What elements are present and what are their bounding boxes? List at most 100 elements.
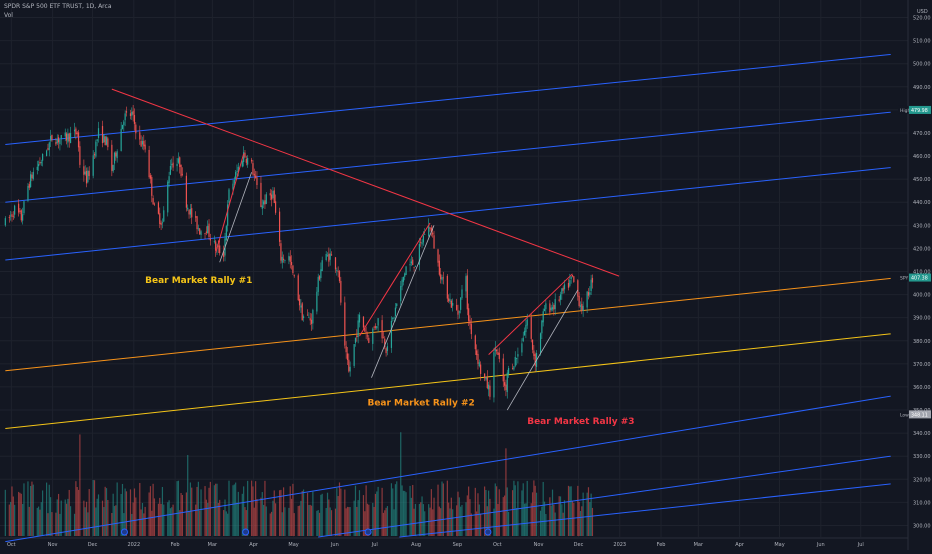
candle-body [571, 275, 574, 277]
candle-body [461, 289, 463, 299]
candle-body [579, 305, 582, 307]
candle-body [550, 307, 552, 311]
volume-bar [368, 504, 370, 536]
volume-bar [185, 492, 187, 536]
volume-bar [64, 499, 66, 536]
candle-body [394, 307, 397, 317]
candle-body [559, 294, 562, 300]
candle-body [140, 140, 142, 147]
candle-body [503, 382, 506, 386]
candle-body [269, 193, 271, 196]
candle-body [469, 319, 471, 325]
candle-body [493, 352, 495, 398]
y-tick-label: 370.00 [913, 362, 931, 368]
candle-body [153, 203, 156, 205]
volume-bar [374, 493, 377, 536]
volume-bar [67, 498, 69, 536]
candle-body [69, 133, 72, 144]
candle-body [437, 249, 439, 263]
volume-bar [233, 484, 235, 536]
volume-bar [244, 507, 246, 536]
volume-bar [19, 492, 21, 536]
x-tick-label: Mar [694, 542, 704, 548]
volume-bar [430, 489, 432, 536]
candle-body [217, 245, 219, 247]
volume-bar [149, 486, 152, 536]
candle-body [8, 217, 10, 218]
candle-body [196, 216, 198, 230]
volume-bar [469, 499, 471, 536]
candle-body [256, 177, 258, 185]
volume-bar [414, 503, 416, 536]
volume-bar [265, 506, 267, 536]
candle-body [507, 368, 510, 375]
volume-bar [446, 480, 448, 536]
candle-body [420, 241, 422, 243]
candle-body [477, 353, 479, 364]
volume-bar [559, 496, 562, 536]
candle-body [522, 337, 524, 342]
y-tick-label: 340.00 [913, 431, 931, 437]
candle-body [207, 225, 209, 234]
candle-body [233, 180, 235, 184]
candle-body [393, 317, 395, 319]
volume-bar [30, 485, 32, 536]
candle-body [526, 319, 528, 326]
volume-bar [358, 490, 361, 536]
candle-body [442, 277, 444, 279]
candle-body [357, 320, 359, 337]
candle-body [470, 324, 472, 335]
candle-body [95, 141, 97, 157]
volume-bar [468, 486, 470, 536]
candle-body [364, 328, 366, 332]
volume-bar [97, 494, 100, 536]
volume-bar [60, 500, 62, 536]
y-tick-label: 430.00 [913, 223, 931, 229]
channel-line [5, 333, 891, 429]
candle-body [457, 310, 459, 315]
candle-body [348, 359, 350, 372]
candle-body [373, 326, 375, 328]
volume-bar [191, 487, 193, 536]
volume-bar [410, 497, 412, 536]
volume-bar [401, 485, 403, 536]
candle-body [180, 164, 182, 176]
volume-bar [196, 486, 198, 536]
candle-body [404, 273, 406, 277]
candle-body [185, 175, 187, 208]
candle-body [422, 235, 424, 243]
volume-bar [381, 487, 383, 536]
volume-bar [232, 485, 234, 536]
volume-bar [223, 510, 225, 536]
price-mark-tag: Low [900, 412, 909, 418]
candle-body [113, 152, 116, 164]
earnings-marker [242, 528, 250, 536]
candle-body [460, 297, 462, 310]
volume-bar [316, 510, 318, 536]
volume-bar [204, 486, 206, 536]
candle-body [55, 142, 57, 145]
volume-bar [409, 485, 411, 536]
candle-body [135, 124, 137, 134]
candle-body [558, 299, 560, 301]
candle-body [543, 308, 546, 312]
x-tick-label: Apr [249, 542, 259, 548]
volume-bar [208, 487, 210, 536]
volume-bar [124, 488, 126, 536]
volume-bar [514, 485, 516, 536]
candle-body [338, 271, 341, 282]
volume-bar [384, 510, 386, 536]
volume-bar [400, 432, 402, 536]
candle-body [123, 121, 125, 126]
volume-bar [18, 491, 20, 536]
candle-body [124, 113, 126, 121]
candle-body [280, 243, 282, 261]
volume-bar [120, 493, 122, 536]
volume-bar [167, 502, 169, 536]
candle-body [591, 277, 594, 283]
downtrend-line [111, 88, 620, 277]
volume-bar [176, 481, 178, 536]
candle-body [320, 269, 322, 278]
